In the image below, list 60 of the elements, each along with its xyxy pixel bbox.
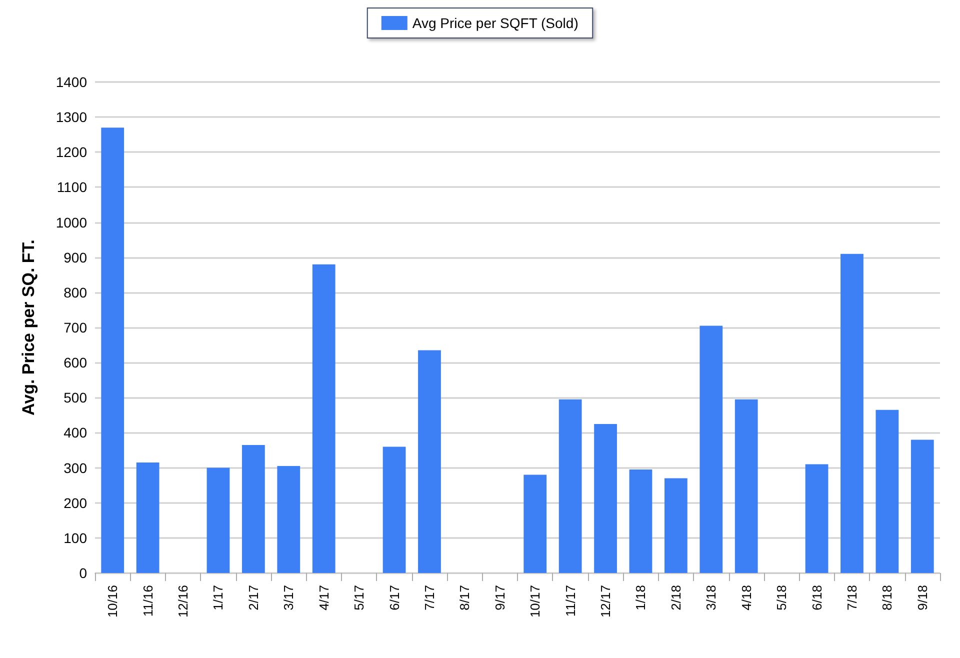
x-tick-label: 5/18 [774, 585, 790, 610]
y-tick-label: 0 [79, 565, 88, 581]
bar [524, 474, 547, 573]
y-tick-label: 400 [64, 424, 88, 441]
x-tick-label: 1/18 [633, 585, 648, 610]
bar [664, 478, 688, 573]
x-tick-label: 8/18 [880, 585, 895, 610]
x-tick-label: 8/17 [457, 585, 472, 610]
x-tick-label: 9/17 [492, 585, 508, 610]
bar [840, 254, 864, 573]
y-tick-label: 500 [64, 390, 88, 406]
x-tick-label: 1/17 [210, 585, 226, 610]
bar [558, 399, 582, 573]
bar [805, 464, 828, 573]
bar [418, 350, 441, 573]
bar [734, 399, 758, 573]
x-tick-label: 6/17 [386, 585, 402, 610]
x-tick-label: 5/17 [352, 585, 367, 610]
bar [206, 468, 230, 573]
x-tick-label: 2/17 [246, 585, 261, 610]
x-tick-label: 6/18 [809, 585, 824, 610]
x-tick-label: 7/18 [844, 585, 860, 610]
y-axis-title: Avg. Price per SQ. FT. [19, 239, 38, 416]
legend-label: Avg Price per SQFT (Sold) [412, 15, 578, 31]
y-tick-label: 1100 [56, 179, 88, 196]
bar [700, 326, 723, 573]
x-tick-label: 2/18 [668, 585, 684, 610]
bar [382, 446, 406, 573]
y-tick-label: 800 [64, 284, 88, 300]
x-tick-label: 4/18 [738, 585, 754, 610]
x-tick-label: 12/16 [176, 585, 191, 618]
bar [101, 128, 124, 573]
x-tick-label: 10/16 [105, 585, 120, 618]
x-tick-label: 3/17 [281, 585, 296, 610]
y-tick-label: 200 [64, 494, 88, 511]
x-tick-label: 3/18 [704, 585, 719, 610]
bar [277, 466, 300, 573]
bar [876, 410, 899, 573]
x-tick-label: 12/17 [598, 585, 614, 618]
bar [312, 264, 336, 573]
y-tick-label: 1000 [56, 214, 88, 230]
y-tick-label: 700 [64, 320, 88, 336]
x-tick-label: 4/17 [316, 585, 332, 610]
x-tick-label: 9/18 [914, 585, 930, 610]
y-tick-label: 600 [64, 354, 88, 371]
x-tick-label: 11/17 [562, 585, 578, 617]
bar [242, 444, 265, 573]
y-tick-label: 100 [64, 530, 88, 546]
y-tick-label: 1300 [56, 109, 88, 126]
y-tick-label: 1400 [56, 74, 88, 90]
x-tick-label: 10/17 [528, 585, 543, 618]
bar [629, 470, 652, 573]
x-tick-label: 11/16 [140, 585, 156, 617]
bar [136, 462, 160, 573]
y-tick-label: 900 [64, 249, 88, 266]
x-tick-label: 7/17 [422, 585, 437, 610]
bar [594, 424, 617, 573]
bar [910, 440, 934, 573]
y-tick-label: 1200 [56, 144, 88, 160]
y-tick-label: 300 [64, 460, 88, 476]
